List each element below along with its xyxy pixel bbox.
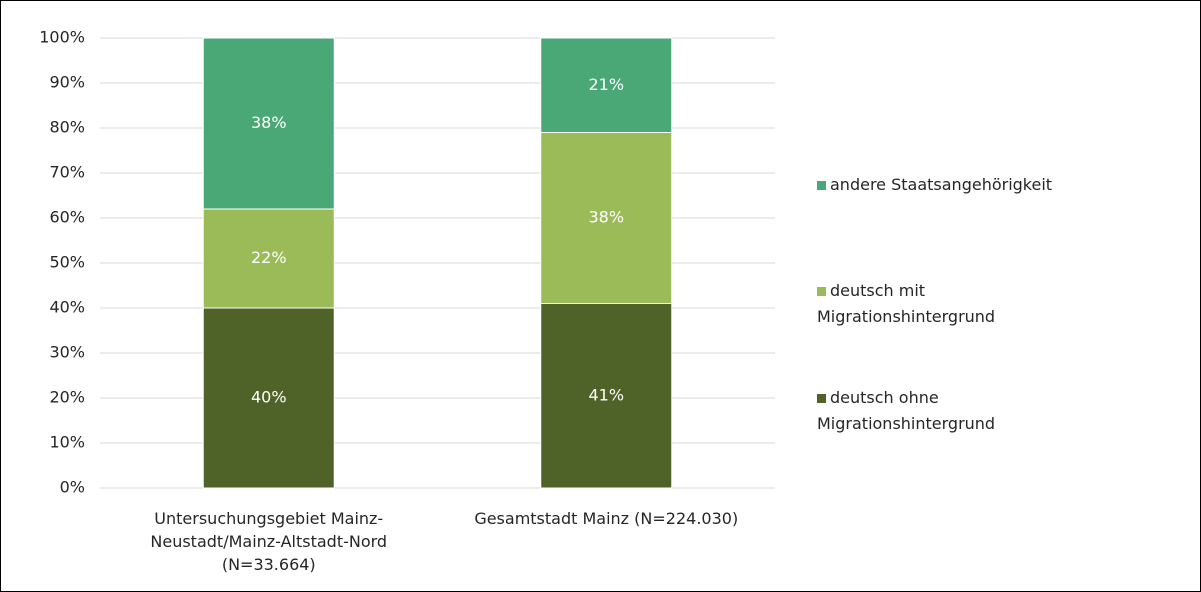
y-tick-label: 10% (49, 433, 85, 452)
legend-swatch (817, 181, 826, 190)
legend-entry: deutsch ohne Migrationshintergrund (817, 385, 1057, 437)
legend-entry: deutsch mit Migrationshintergrund (817, 278, 1057, 330)
x-tick-label: Untersuchungsgebiet Mainz-Neustadt/Mainz… (150, 509, 388, 574)
legend-swatch (817, 287, 826, 296)
bar-segment (540, 37, 673, 133)
y-tick-label: 20% (49, 388, 85, 407)
y-tick-label: 40% (49, 298, 85, 317)
y-tick-label: 30% (49, 343, 85, 362)
legend-label: deutsch ohne Migrationshintergrund (817, 388, 996, 433)
legend-label: deutsch mit Migrationshintergrund (817, 281, 996, 326)
data-label: 40% (251, 388, 287, 407)
y-tick-label: 50% (49, 253, 85, 272)
bar-segment (540, 303, 673, 489)
y-tick-label: 90% (49, 73, 85, 92)
legend-swatch (817, 394, 826, 403)
y-tick-label: 60% (49, 208, 85, 227)
y-tick-label: 0% (60, 478, 85, 497)
data-label: 38% (251, 113, 287, 132)
legend-label: andere Staatsangehörigkeit (830, 175, 1053, 194)
bar-segment (202, 307, 335, 489)
data-label: 21% (588, 75, 624, 94)
y-tick-label: 70% (49, 163, 85, 182)
data-label: 22% (251, 248, 287, 267)
bar-segment (202, 208, 335, 309)
data-label: 41% (588, 385, 624, 404)
bar-segment (540, 132, 673, 304)
x-tick-label: Gesamtstadt Mainz (N=224.030) (474, 509, 739, 528)
data-label: 38% (588, 208, 624, 227)
bar-segment (202, 37, 335, 210)
y-tick-label: 100% (39, 28, 85, 47)
legend-entry: andere Staatsangehörigkeit (817, 172, 1057, 198)
y-tick-label: 80% (49, 118, 85, 137)
